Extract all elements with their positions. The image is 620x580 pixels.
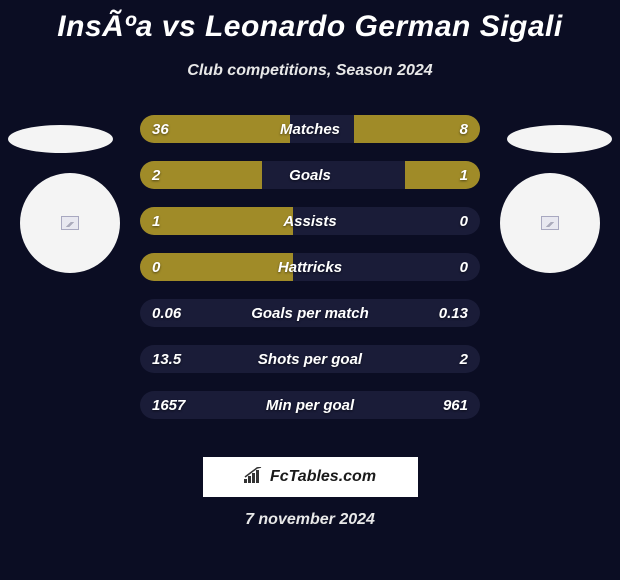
stat-value-right: 2	[460, 345, 468, 373]
stat-row: 10Assists	[140, 207, 480, 235]
stat-value-right: 1	[460, 161, 468, 189]
page-title: InsÃºa vs Leonardo German Sigali	[0, 0, 620, 44]
logo-box: FcTables.com	[203, 457, 418, 497]
stat-value-left: 1	[152, 207, 160, 235]
stat-value-left: 0	[152, 253, 160, 281]
stat-row: 1657 961Min per goal	[140, 391, 480, 419]
stat-value-left: 13.5	[152, 345, 181, 373]
stat-row: 21Goals	[140, 161, 480, 189]
stat-value-right: 8	[460, 115, 468, 143]
stat-value-right: 0	[460, 207, 468, 235]
date-text: 7 november 2024	[0, 511, 620, 529]
stat-value-left: 0.06	[152, 299, 181, 327]
player-avatar-left	[20, 173, 120, 273]
chart-icon	[244, 467, 264, 488]
stat-value-right: 0	[460, 253, 468, 281]
stat-row: 0.06 0.13Goals per match	[140, 299, 480, 327]
bar-left-fill	[140, 253, 293, 281]
bar-left-fill	[140, 207, 293, 235]
stat-label: Min per goal	[140, 391, 480, 419]
stat-value-right: 0.13	[439, 299, 468, 327]
stat-label: Shots per goal	[140, 345, 480, 373]
stat-value-left: 36	[152, 115, 169, 143]
avatar-placeholder-icon	[541, 216, 559, 230]
shadow-ellipse-right	[507, 125, 612, 153]
subtitle: Club competitions, Season 2024	[0, 62, 620, 80]
stat-row: 13.5 2Shots per goal	[140, 345, 480, 373]
stat-value-left: 1657	[152, 391, 185, 419]
stat-value-right: 961	[443, 391, 468, 419]
stat-label: Goals per match	[140, 299, 480, 327]
shadow-ellipse-left	[8, 125, 113, 153]
comparison-body: 368Matches21Goals10Assists00Hattricks0.0…	[0, 115, 620, 435]
avatar-placeholder-icon	[61, 216, 79, 230]
logo-text: FcTables.com	[270, 468, 376, 486]
bar-right-fill	[405, 161, 480, 189]
stat-row: 00Hattricks	[140, 253, 480, 281]
stat-bars-container: 368Matches21Goals10Assists00Hattricks0.0…	[140, 115, 480, 437]
stat-value-left: 2	[152, 161, 160, 189]
player-avatar-right	[500, 173, 600, 273]
stat-row: 368Matches	[140, 115, 480, 143]
